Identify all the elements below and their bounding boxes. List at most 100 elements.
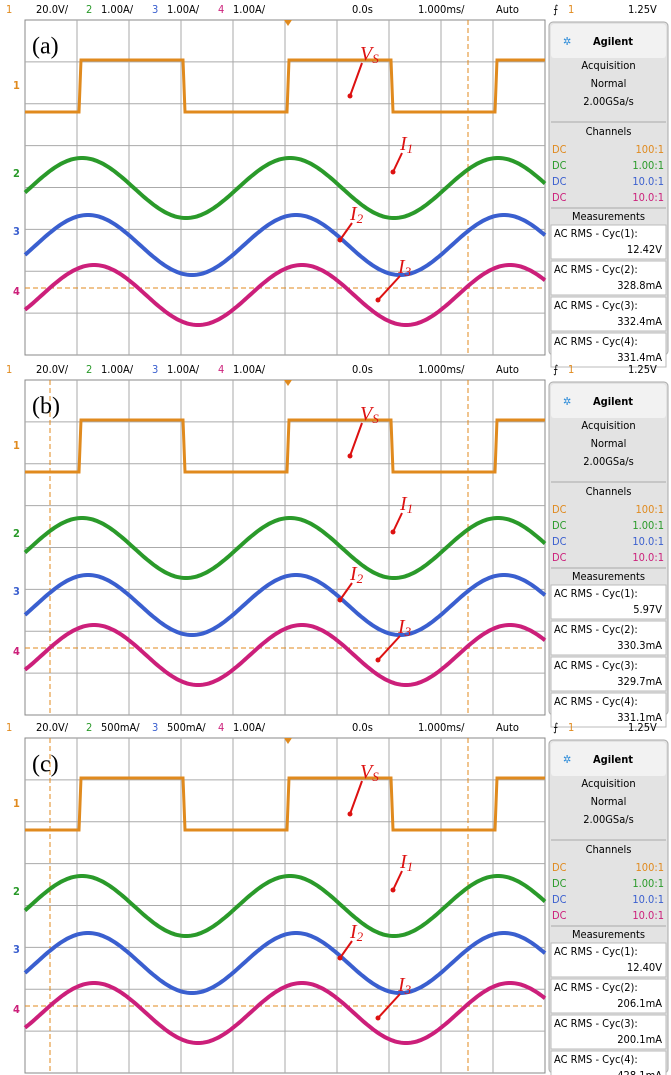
channel-coupling: DC: [552, 877, 567, 890]
section-title: Channels: [586, 125, 632, 138]
channel-marker: 2: [13, 885, 20, 898]
measurement-value: 428.1mA: [617, 1069, 662, 1075]
annotation-sub: 2: [357, 929, 364, 944]
section-title: Acquisition: [581, 419, 635, 432]
channel-marker: 3: [13, 943, 20, 956]
acq-mode: Normal: [591, 795, 627, 808]
channel-ratio: 100:1: [635, 503, 664, 516]
header-item: 1.000ms/: [418, 3, 465, 16]
brand-icon: ✲: [563, 395, 571, 408]
header-item: 1.000ms/: [418, 721, 465, 734]
acq-rate: 2.00GSa/s: [583, 813, 634, 826]
channel-ratio: 1.00:1: [632, 519, 664, 532]
header-item: 1.25V: [628, 3, 657, 16]
measurement-value: 206.1mA: [617, 997, 662, 1010]
header-item: 2: [86, 363, 92, 376]
brand: Agilent: [593, 35, 633, 48]
header-item: 4: [218, 363, 224, 376]
channel-ratio: 10.0:1: [632, 893, 664, 906]
arrow-head: [348, 454, 353, 459]
header-item: 1: [6, 3, 12, 16]
arrow-head: [376, 298, 381, 303]
header-item: 1.00A/: [233, 363, 266, 376]
measurement-label: AC RMS - Cyc(1):: [554, 945, 638, 958]
channel-ratio: 10.0:1: [632, 551, 664, 564]
scope-panel: 120.0V/21.00A/31.00A/41.00A/0.0s1.000ms/…: [6, 363, 668, 727]
channel-marker: 3: [13, 585, 20, 598]
header-item: 4: [218, 3, 224, 16]
measurement-label: AC RMS - Cyc(4):: [554, 695, 638, 708]
channel-coupling: DC: [552, 191, 567, 204]
annotation-sub: 2: [357, 211, 364, 226]
channel-coupling: DC: [552, 503, 567, 516]
header-item: 20.0V/: [36, 3, 69, 16]
channel-marker: 4: [13, 645, 20, 658]
section-title: Acquisition: [581, 59, 635, 72]
header-item: 3: [152, 3, 158, 16]
acq-mode: Normal: [591, 437, 627, 450]
channel-marker: 1: [13, 79, 20, 92]
annotation-sub: 2: [357, 571, 364, 586]
annotation-sub: 3: [404, 982, 412, 997]
channel-ratio: 10.0:1: [632, 175, 664, 188]
channel-ratio: 10.0:1: [632, 909, 664, 922]
channel-marker: 1: [13, 439, 20, 452]
header-item: 1: [568, 363, 574, 376]
channel-ratio: 10.0:1: [632, 535, 664, 548]
channel-ratio: 1.00:1: [632, 877, 664, 890]
arrow-head: [391, 170, 396, 175]
arrow-head: [376, 658, 381, 663]
annotation-sub: S: [372, 769, 379, 784]
annotation-sub: 3: [404, 264, 412, 279]
arrow-head: [338, 238, 343, 243]
arrow-head: [338, 598, 343, 603]
annotation-sub: 3: [404, 624, 412, 639]
channel-ratio: 100:1: [635, 143, 664, 156]
measurement-value: 329.7mA: [617, 675, 662, 688]
measurement-label: AC RMS - Cyc(2):: [554, 981, 638, 994]
panel-label: (b): [32, 394, 60, 420]
measurement-value: 12.42V: [627, 243, 662, 256]
header-item: 3: [152, 363, 158, 376]
header-item: 20.0V/: [36, 363, 69, 376]
measurement-value: 200.1mA: [617, 1033, 662, 1046]
channel-coupling: DC: [552, 893, 567, 906]
section-title: Measurements: [572, 928, 645, 941]
header-item: 1.00A/: [233, 721, 266, 734]
annotation-sub: 1: [407, 501, 414, 516]
channel-marker: 3: [13, 225, 20, 238]
measurement-label: AC RMS - Cyc(4):: [554, 335, 638, 348]
measurement-value: 330.3mA: [617, 639, 662, 652]
annotation-sub: S: [372, 411, 379, 426]
header-item: 2: [86, 721, 92, 734]
channel-coupling: DC: [552, 519, 567, 532]
arrow-head: [348, 94, 353, 99]
header-item: 0.0s: [352, 721, 373, 734]
header-item: 20.0V/: [36, 721, 69, 734]
header-item: 1.00A/: [167, 3, 200, 16]
channel-marker: 2: [13, 167, 20, 180]
header-item: 1.00A/: [167, 363, 200, 376]
trigger-icon: ⨍: [553, 3, 558, 16]
arrow-head: [376, 1016, 381, 1021]
measurement-value: 5.97V: [633, 603, 662, 616]
arrow-head: [348, 812, 353, 817]
acq-mode: Normal: [591, 77, 627, 90]
header-item: Auto: [496, 3, 519, 16]
panel-label: (c): [32, 752, 59, 778]
header-item: 1.25V: [628, 721, 657, 734]
header-item: 1: [6, 363, 12, 376]
channel-coupling: DC: [552, 143, 567, 156]
channel-coupling: DC: [552, 551, 567, 564]
acq-rate: 2.00GSa/s: [583, 455, 634, 468]
header-item: 1: [568, 721, 574, 734]
header-item: 500mA/: [167, 721, 206, 734]
trigger-icon: ⨍: [553, 363, 558, 376]
panel-label: (a): [32, 34, 59, 60]
acq-rate: 2.00GSa/s: [583, 95, 634, 108]
section-title: Measurements: [572, 210, 645, 223]
measurement-label: AC RMS - Cyc(1):: [554, 587, 638, 600]
measurement-label: AC RMS - Cyc(3):: [554, 299, 638, 312]
